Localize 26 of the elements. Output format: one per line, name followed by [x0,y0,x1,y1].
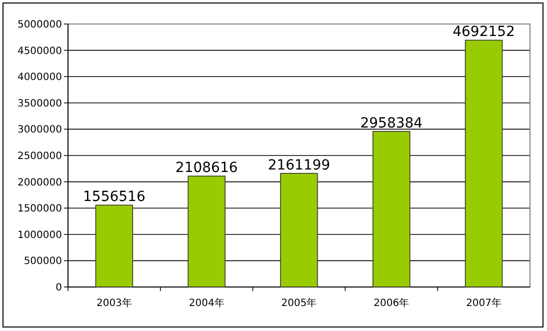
y-tick-label: 4500000 [17,46,62,57]
y-tick-label: 1500000 [17,204,62,215]
bar [464,40,503,288]
data-label: 2958384 [360,115,423,132]
y-tick-label: 2000000 [17,177,62,188]
x-tick-label: 2004年 [188,297,224,309]
y-tick-label: 5000000 [17,20,62,30]
y-tick-label: 2500000 [17,151,62,162]
bar [372,130,410,288]
y-tick-label: 4000000 [17,72,62,84]
bar [188,176,226,288]
y-tick-label: 3500000 [17,98,62,110]
bar [280,172,318,288]
y-tick-label: 3000000 [17,124,62,136]
bar [95,204,134,288]
data-label: 1556516 [83,189,146,206]
y-tick-label: 0 [56,282,62,294]
x-tick-label: 2006年 [374,297,410,309]
x-tick-label: 2003年 [96,297,132,309]
data-label: 2108616 [175,160,238,176]
x-tick-label: 2007年 [466,297,502,309]
y-tick-label: 1000000 [17,230,62,241]
data-label: 4692152 [452,24,515,40]
y-tick-label: 500000 [24,256,62,268]
data-label: 2161199 [268,157,330,174]
x-tick-label: 2005年 [281,297,317,309]
